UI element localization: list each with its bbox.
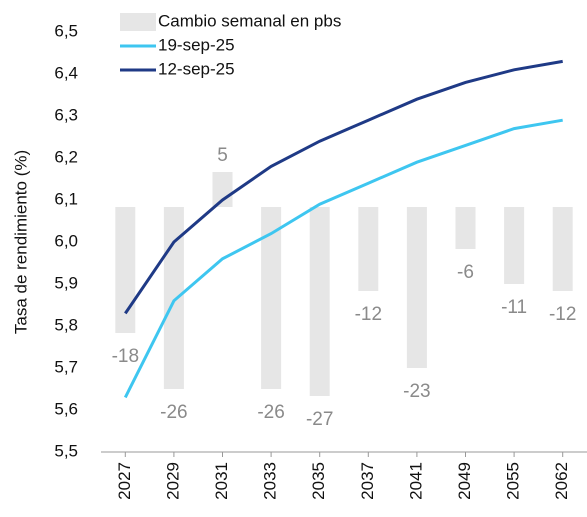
- y-tick-label: 6,4: [54, 63, 78, 82]
- data-label: -12: [355, 304, 382, 325]
- y-tick-label: 5,5: [54, 441, 78, 460]
- bar: [406, 207, 427, 368]
- data-label: -11: [501, 297, 527, 318]
- bar: [163, 207, 184, 389]
- x-tick-label: 2062: [552, 462, 571, 500]
- y-tick-label: 6,5: [54, 21, 78, 40]
- data-label: 5: [217, 145, 228, 166]
- x-tick-label: 2055: [504, 462, 523, 500]
- bar: [358, 207, 379, 291]
- bar: [455, 207, 476, 249]
- legend-label: 12-sep-25: [158, 59, 235, 78]
- y-tick-label: 5,7: [54, 357, 78, 376]
- x-tick-label: 2027: [115, 462, 134, 500]
- x-tick-label: 2031: [212, 462, 231, 500]
- data-label: -12: [549, 304, 576, 325]
- bar: [309, 207, 330, 396]
- line: [124, 59, 563, 315]
- x-tick-label: 2037: [358, 462, 377, 500]
- legend-swatch: [120, 13, 156, 31]
- y-tick-label: 6,0: [54, 231, 78, 250]
- line: [123, 118, 563, 399]
- bar: [504, 207, 525, 284]
- bar: [115, 207, 136, 333]
- y-tick-label: 6,3: [54, 105, 78, 124]
- bar: [552, 207, 573, 291]
- y-tick-label: 6,1: [54, 189, 78, 208]
- legend-label: Cambio semanal en pbs: [158, 11, 341, 30]
- legend-label: 19-sep-25: [158, 35, 235, 54]
- bar: [261, 207, 282, 389]
- y-axis-label: Tasa de rendimiento (%): [11, 150, 30, 334]
- data-label: -18: [112, 346, 139, 367]
- y-tick-label: 5,6: [54, 399, 78, 418]
- data-label: -23: [403, 381, 430, 402]
- y-tick-label: 5,9: [54, 273, 78, 292]
- y-tick-label: 6,2: [54, 147, 78, 166]
- x-tick-label: 2049: [455, 462, 474, 500]
- data-label: -26: [160, 402, 187, 423]
- x-tick-label: 2041: [406, 462, 425, 500]
- y-tick-label: 5,8: [54, 315, 78, 334]
- data-label: -6: [457, 262, 474, 283]
- data-label: -26: [257, 402, 284, 423]
- data-label: -27: [306, 409, 333, 430]
- x-tick-label: 2029: [163, 462, 182, 500]
- x-tick-label: 2033: [261, 462, 280, 500]
- x-tick-label: 2035: [309, 462, 328, 500]
